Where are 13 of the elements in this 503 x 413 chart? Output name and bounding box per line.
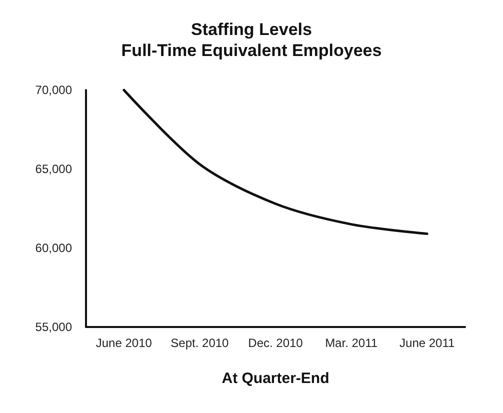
y-tick-label: 70,000 (35, 83, 72, 97)
x-tick-label: Mar. 2011 (325, 336, 378, 350)
chart-title: Staffing Levels (191, 20, 312, 39)
x-axis-title: At Quarter-End (222, 370, 330, 387)
x-tick-label: Sept. 2010 (170, 336, 230, 350)
y-tick-label: 55,000 (35, 320, 72, 334)
x-tick-label: Dec. 2010 (248, 336, 304, 350)
y-tick-label: 65,000 (35, 162, 72, 176)
x-tick-label: June 2011 (400, 336, 455, 350)
y-tick-label: 60,000 (35, 241, 72, 255)
x-tick-label: June 2010 (96, 336, 152, 350)
line-series (122, 88, 428, 236)
chart-subtitle: Full-Time Equivalent Employees (121, 41, 382, 60)
